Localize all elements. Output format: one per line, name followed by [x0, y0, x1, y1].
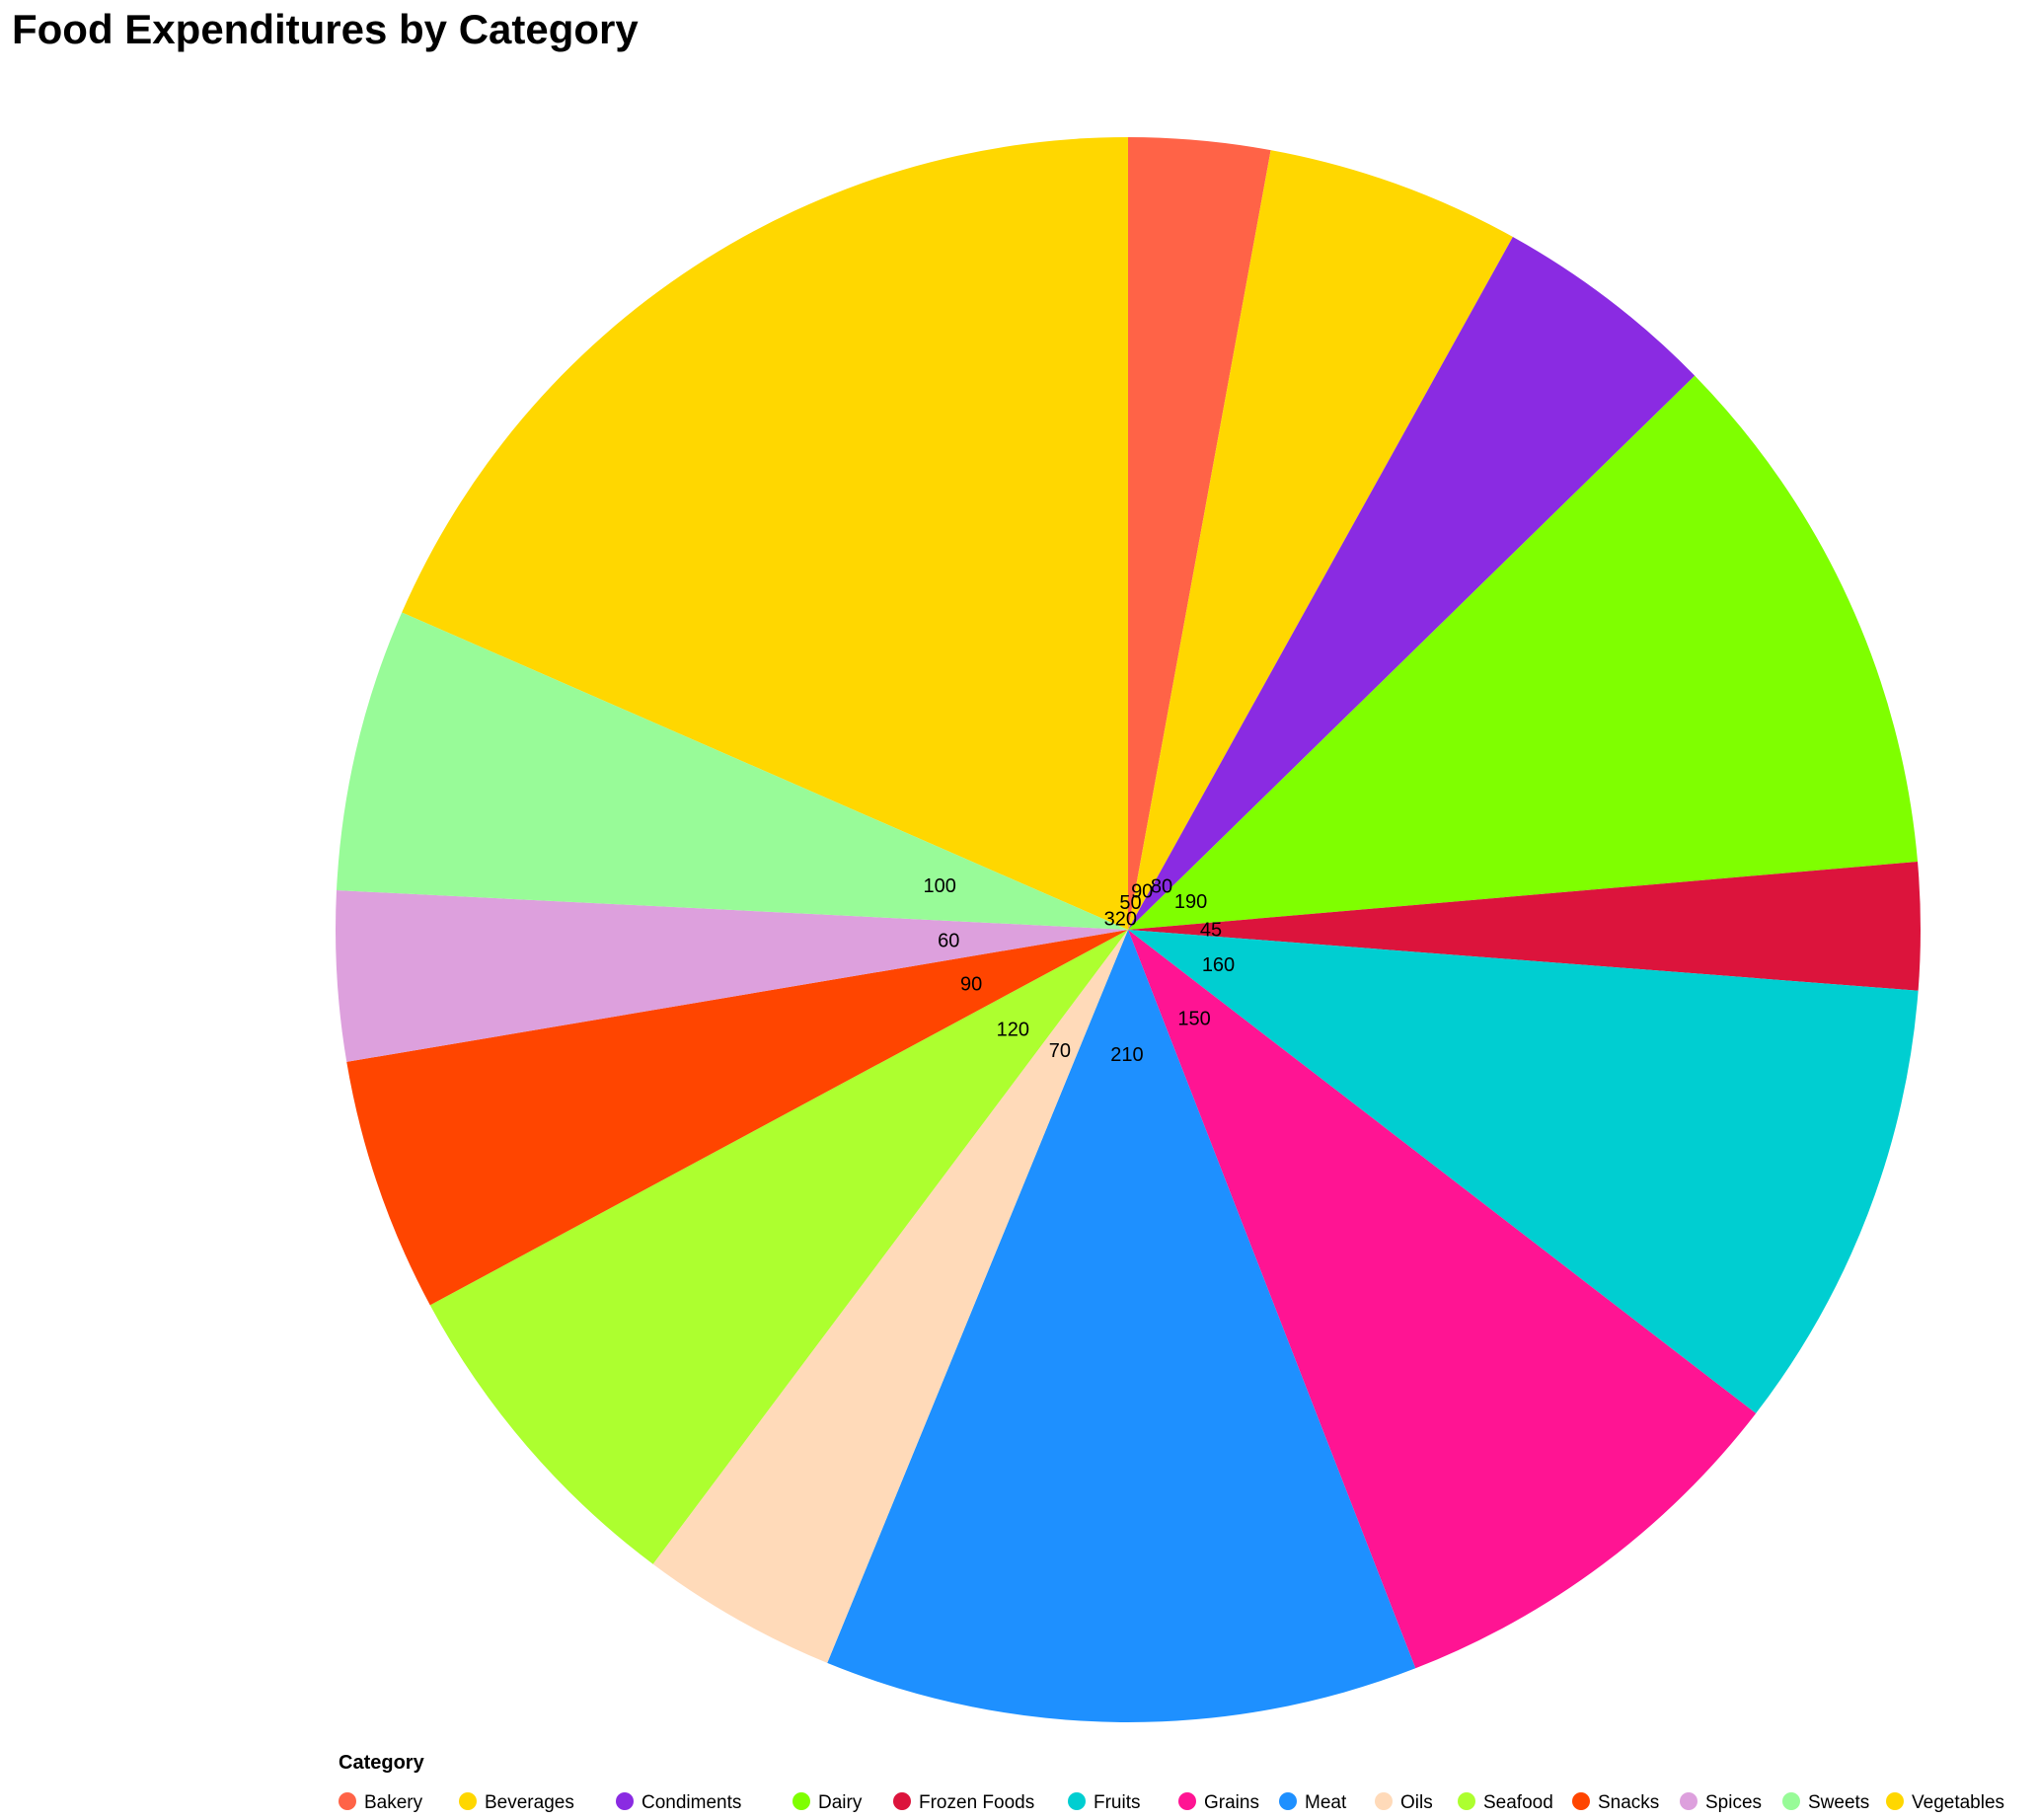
slice-value-label: 320: [1104, 908, 1137, 930]
legend-item-spices: Spices: [1680, 1792, 1762, 1813]
legend-swatch: [893, 1792, 911, 1810]
legend-swatch: [1886, 1792, 1904, 1810]
pie-slice-grains: [1128, 930, 1757, 1669]
legend-swatch: [1680, 1792, 1698, 1810]
legend-item-seafood: Seafood: [1458, 1792, 1553, 1813]
slice-value-label: 100: [924, 875, 956, 897]
legend-swatch: [616, 1792, 634, 1810]
pie-slice-frozen-foods: [1128, 862, 1921, 991]
slice-value-label: 190: [1174, 891, 1207, 913]
legend-swatch: [1068, 1792, 1086, 1810]
pie-slice-beverages: [1128, 150, 1513, 930]
legend-swatch: [1572, 1792, 1590, 1810]
pie-slice-snacks: [346, 930, 1128, 1306]
legend-swatch: [1279, 1792, 1297, 1810]
legend-label: Snacks: [1598, 1792, 1659, 1813]
pie-slice-spices: [336, 890, 1128, 1062]
legend-label: Bakery: [364, 1792, 423, 1813]
pie-slice-fruits: [1128, 930, 1919, 1414]
slice-value-label: 120: [997, 1020, 1029, 1041]
legend-label: Beverages: [485, 1792, 574, 1813]
legend-label: Frozen Foods: [919, 1792, 1034, 1813]
chart-title: Food Expenditures by Category: [12, 6, 639, 52]
legend-label: Grains: [1204, 1792, 1259, 1813]
pie-slice-seafood: [429, 930, 1128, 1564]
legend-item-fruits: Fruits: [1068, 1792, 1141, 1813]
legend-label: Oils: [1400, 1792, 1433, 1813]
slice-value-label: 60: [938, 931, 959, 952]
legend-label: Spices: [1705, 1792, 1762, 1813]
legend-item-condiments: Condiments: [616, 1792, 741, 1813]
legend-item-sweets: Sweets: [1782, 1792, 1869, 1813]
pie-slices: [336, 137, 1921, 1722]
legend-label: Fruits: [1094, 1792, 1141, 1813]
slice-value-label: 50: [1119, 892, 1141, 914]
slice-value-label: 90: [1131, 881, 1153, 903]
pie-slice-dairy: [1128, 375, 1919, 930]
legend-item-grains: Grains: [1178, 1792, 1259, 1813]
slice-value-label: 80: [1151, 876, 1172, 898]
pie-slice-oils: [652, 930, 1128, 1663]
slice-value-label: 70: [1049, 1040, 1071, 1062]
legend-swatch: [459, 1792, 477, 1810]
legend-title: Category: [339, 1752, 425, 1774]
legend-item-snacks: Snacks: [1572, 1792, 1659, 1813]
pie-slice-condiments: [1128, 237, 1696, 930]
legend-label: Condiments: [641, 1792, 741, 1813]
pie-slice-bakery: [1128, 137, 1271, 930]
legend-label: Dairy: [818, 1792, 863, 1813]
legend-swatch: [792, 1792, 810, 1810]
pie-slice-sweets: [337, 612, 1128, 930]
legend-swatch: [1458, 1792, 1475, 1810]
pie-slice-vegetables: [402, 137, 1128, 930]
legend-item-vegetables: Vegetables: [1886, 1792, 2004, 1813]
legend-swatch: [1782, 1792, 1800, 1810]
slice-value-label: 160: [1202, 954, 1235, 976]
pie-slice-meat: [827, 930, 1416, 1722]
legend-label: Meat: [1305, 1792, 1347, 1813]
slice-value-label: 45: [1200, 920, 1222, 942]
legend-item-frozen-foods: Frozen Foods: [893, 1792, 1034, 1813]
legend-label: Vegetables: [1912, 1792, 2004, 1813]
legend-item-oils: Oils: [1375, 1792, 1433, 1813]
legend-label: Sweets: [1808, 1792, 1869, 1813]
slice-value-label: 150: [1177, 1009, 1210, 1030]
legend-label: Seafood: [1483, 1792, 1553, 1813]
legend: Category Bakery Beverages Condiments Dairy F…: [339, 1752, 2004, 1813]
legend-item-meat: Meat: [1279, 1792, 1347, 1813]
legend-item-dairy: Dairy: [792, 1792, 863, 1813]
legend-item-beverages: Beverages: [459, 1792, 574, 1813]
legend-swatch: [1375, 1792, 1393, 1810]
legend-swatch: [1178, 1792, 1196, 1810]
legend-swatch: [339, 1792, 356, 1810]
slice-value-label: 90: [960, 974, 982, 996]
legend-item-bakery: Bakery: [339, 1792, 423, 1813]
slice-value-label: 210: [1110, 1044, 1143, 1066]
